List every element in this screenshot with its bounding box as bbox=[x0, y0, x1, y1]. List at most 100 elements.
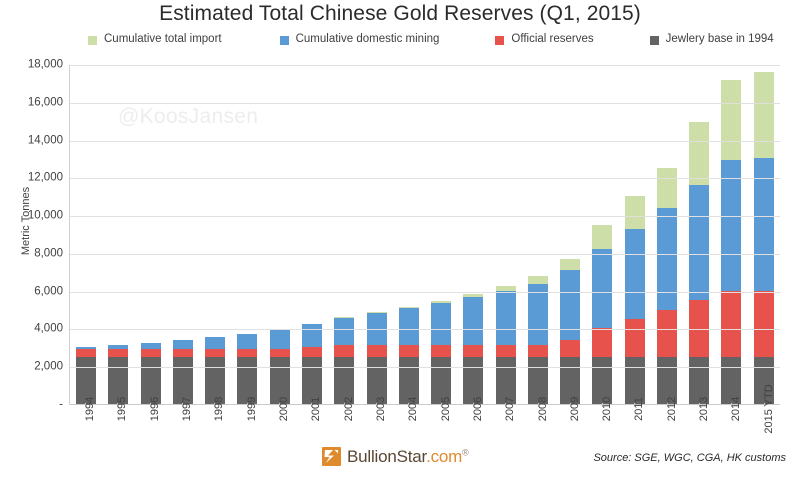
bar-segment[interactable] bbox=[398, 308, 419, 346]
bar-segment[interactable] bbox=[463, 345, 484, 357]
bar-segment[interactable] bbox=[398, 356, 419, 404]
bar-segment[interactable] bbox=[301, 324, 322, 348]
bar-segment[interactable] bbox=[172, 356, 193, 404]
bar-segment[interactable] bbox=[237, 333, 258, 350]
bar-segment[interactable] bbox=[592, 224, 613, 250]
bar-segment[interactable] bbox=[656, 207, 677, 310]
bar-segment[interactable] bbox=[398, 306, 419, 309]
bar-segment[interactable] bbox=[269, 349, 290, 357]
bar-segment[interactable] bbox=[624, 356, 645, 404]
bar-segment[interactable] bbox=[108, 356, 129, 404]
bar-segment[interactable] bbox=[753, 356, 774, 404]
stacked-bar[interactable] bbox=[334, 317, 355, 404]
bar-segment[interactable] bbox=[495, 345, 516, 357]
stacked-bar[interactable] bbox=[495, 286, 516, 404]
bar-segment[interactable] bbox=[656, 309, 677, 357]
bar-segment[interactable] bbox=[172, 349, 193, 357]
bar-segment[interactable] bbox=[721, 290, 742, 357]
bar-segment[interactable] bbox=[334, 317, 355, 319]
bar-segment[interactable] bbox=[560, 269, 581, 340]
stacked-bar[interactable] bbox=[398, 306, 419, 404]
stacked-bar[interactable] bbox=[689, 121, 710, 404]
stacked-bar[interactable] bbox=[301, 323, 322, 404]
bar-segment[interactable] bbox=[495, 290, 516, 346]
bar-segment[interactable] bbox=[205, 356, 226, 404]
bar-segment[interactable] bbox=[398, 345, 419, 357]
stacked-bar[interactable] bbox=[140, 342, 161, 404]
bar-segment[interactable] bbox=[237, 349, 258, 357]
bar-segment[interactable] bbox=[366, 313, 387, 346]
legend-item-cumulative-total-import[interactable]: Cumulative total import bbox=[88, 34, 222, 46]
bar-segment[interactable] bbox=[366, 312, 387, 314]
bar-segment[interactable] bbox=[431, 345, 452, 357]
stacked-bar[interactable] bbox=[76, 347, 97, 404]
bar-segment[interactable] bbox=[592, 328, 613, 357]
bar-segment[interactable] bbox=[108, 349, 129, 357]
stacked-bar[interactable] bbox=[205, 336, 226, 404]
bar-segment[interactable] bbox=[527, 345, 548, 357]
bar-segment[interactable] bbox=[463, 297, 484, 346]
bar-segment[interactable] bbox=[463, 294, 484, 298]
bar-segment[interactable] bbox=[366, 356, 387, 404]
stacked-bar[interactable] bbox=[108, 344, 129, 404]
stacked-bar[interactable] bbox=[592, 224, 613, 404]
bar-segment[interactable] bbox=[334, 356, 355, 404]
stacked-bar[interactable] bbox=[624, 195, 645, 404]
stacked-bar[interactable] bbox=[237, 333, 258, 404]
bullionstar-logo[interactable]: BullionStar.com® bbox=[322, 447, 469, 466]
bar-segment[interactable] bbox=[560, 356, 581, 404]
bar-segment[interactable] bbox=[431, 356, 452, 404]
bar-segment[interactable] bbox=[172, 339, 193, 350]
bar-segment[interactable] bbox=[495, 286, 516, 291]
bar-segment[interactable] bbox=[527, 356, 548, 404]
bar-segment[interactable] bbox=[334, 345, 355, 357]
bar-segment[interactable] bbox=[76, 356, 97, 404]
bar-segment[interactable] bbox=[689, 356, 710, 404]
bar-segment[interactable] bbox=[334, 318, 355, 346]
bar-segment[interactable] bbox=[560, 339, 581, 357]
stacked-bar[interactable] bbox=[269, 330, 290, 404]
bar-segment[interactable] bbox=[140, 342, 161, 350]
bar-segment[interactable] bbox=[76, 347, 97, 350]
bar-segment[interactable] bbox=[689, 300, 710, 357]
bar-segment[interactable] bbox=[301, 347, 322, 357]
stacked-bar[interactable] bbox=[431, 300, 452, 404]
bar-segment[interactable] bbox=[527, 283, 548, 346]
stacked-bar[interactable] bbox=[560, 259, 581, 404]
bar-segment[interactable] bbox=[527, 275, 548, 284]
stacked-bar[interactable] bbox=[172, 339, 193, 404]
stacked-bar[interactable] bbox=[463, 294, 484, 404]
bar-segment[interactable] bbox=[656, 167, 677, 208]
bar-segment[interactable] bbox=[624, 195, 645, 229]
bar-segment[interactable] bbox=[495, 356, 516, 404]
stacked-bar[interactable] bbox=[527, 275, 548, 404]
legend-item-cumulative-domestic-mining[interactable]: Cumulative domestic mining bbox=[279, 34, 439, 46]
bar-segment[interactable] bbox=[689, 184, 710, 301]
bar-segment[interactable] bbox=[76, 349, 97, 357]
legend-item-official-reserves[interactable]: Official reserves bbox=[495, 34, 594, 46]
bar-segment[interactable] bbox=[624, 228, 645, 320]
bar-segment[interactable] bbox=[721, 160, 742, 291]
bar-segment[interactable] bbox=[721, 80, 742, 161]
bar-segment[interactable] bbox=[205, 336, 226, 350]
bar-segment[interactable] bbox=[205, 349, 226, 357]
bar-segment[interactable] bbox=[140, 356, 161, 404]
bar-segment[interactable] bbox=[366, 345, 387, 357]
stacked-bar[interactable] bbox=[721, 80, 742, 404]
bar-segment[interactable] bbox=[269, 356, 290, 404]
stacked-bar[interactable] bbox=[753, 71, 774, 404]
bar-segment[interactable] bbox=[753, 71, 774, 159]
bar-segment[interactable] bbox=[301, 356, 322, 404]
bar-segment[interactable] bbox=[753, 158, 774, 291]
bar-segment[interactable] bbox=[592, 356, 613, 404]
bar-segment[interactable] bbox=[463, 356, 484, 404]
stacked-bar[interactable] bbox=[656, 167, 677, 404]
bar-segment[interactable] bbox=[269, 330, 290, 350]
bar-segment[interactable] bbox=[560, 259, 581, 270]
bar-segment[interactable] bbox=[592, 249, 613, 329]
bar-segment[interactable] bbox=[656, 356, 677, 404]
bar-segment[interactable] bbox=[140, 349, 161, 357]
stacked-bar[interactable] bbox=[366, 312, 387, 404]
bar-segment[interactable] bbox=[624, 319, 645, 357]
bar-segment[interactable] bbox=[431, 302, 452, 346]
